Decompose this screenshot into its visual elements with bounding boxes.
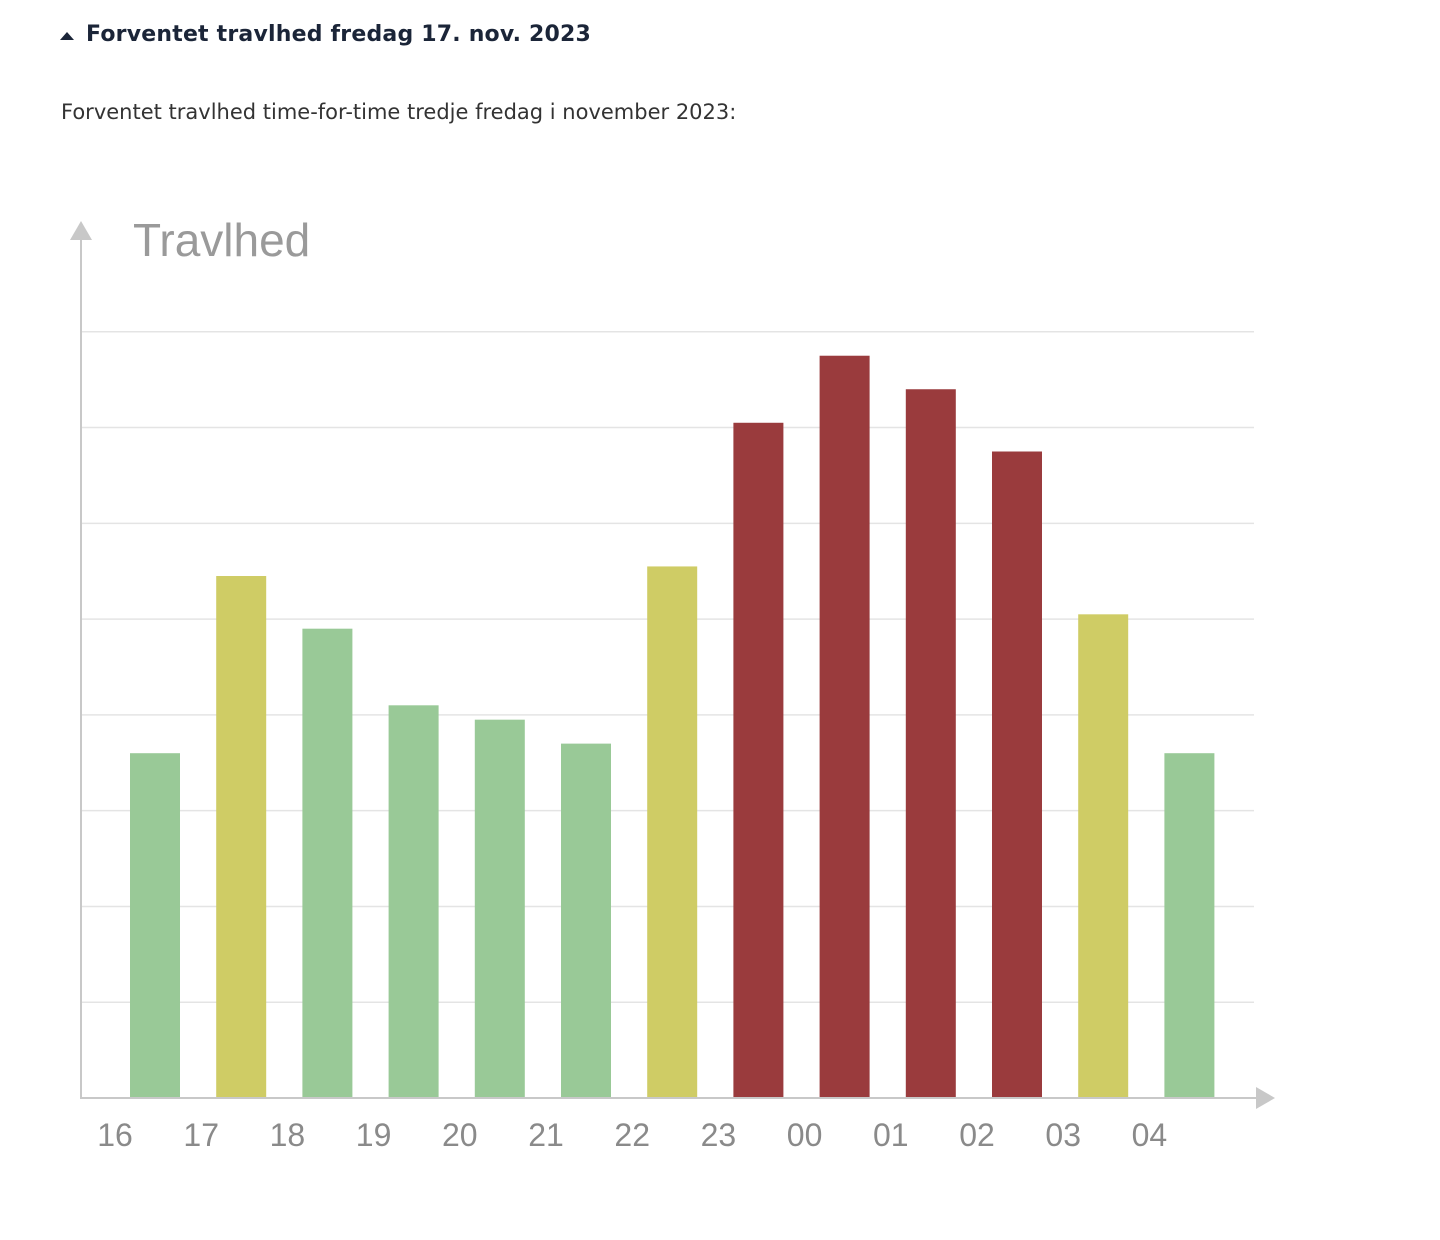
- y-axis-label: Travlhed: [133, 214, 310, 266]
- x-tick-label: 02: [959, 1117, 995, 1153]
- y-axis-arrow-icon: [70, 221, 92, 240]
- section-toggle[interactable]: Forventet travlhed fredag 17. nov. 2023: [60, 22, 591, 47]
- x-tick-label: 04: [1132, 1117, 1168, 1153]
- bar-02: [992, 451, 1042, 1098]
- bar-04: [1164, 753, 1215, 1098]
- x-tick-label: 03: [1045, 1117, 1081, 1153]
- x-tick-label: 16: [97, 1117, 133, 1153]
- chart-intro-text: Forventet travlhed time-for-time tredje …: [61, 100, 737, 124]
- bar-23: [733, 422, 784, 1098]
- x-tick-label: 22: [614, 1117, 650, 1153]
- bar-01: [905, 389, 956, 1098]
- bar-18: [302, 628, 353, 1098]
- bar-19: [388, 705, 439, 1098]
- x-tick-label: 23: [701, 1117, 737, 1153]
- bar-00: [819, 355, 870, 1098]
- bar-03: [1078, 614, 1129, 1098]
- x-tick-label: 20: [442, 1117, 478, 1153]
- x-tick-label: 17: [183, 1117, 219, 1153]
- x-tick-label: 21: [528, 1117, 564, 1153]
- bar-16: [130, 753, 180, 1098]
- x-tick-label: 00: [787, 1117, 823, 1153]
- section-title: Forventet travlhed fredag 17. nov. 2023: [86, 22, 592, 47]
- bar-17: [216, 576, 267, 1098]
- bar-20: [474, 719, 525, 1098]
- x-axis-arrow-icon: [1256, 1087, 1275, 1109]
- x-tick-label: 18: [270, 1117, 306, 1153]
- x-tick-label: 01: [873, 1117, 909, 1153]
- x-tick-label: 19: [356, 1117, 392, 1153]
- caret-up-icon: [60, 31, 74, 40]
- bar-21: [561, 743, 611, 1098]
- bar-22: [647, 566, 698, 1098]
